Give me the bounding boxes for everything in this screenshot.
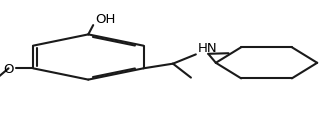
Text: O: O: [4, 62, 14, 75]
Text: HN: HN: [198, 41, 217, 54]
Text: OH: OH: [95, 12, 115, 25]
